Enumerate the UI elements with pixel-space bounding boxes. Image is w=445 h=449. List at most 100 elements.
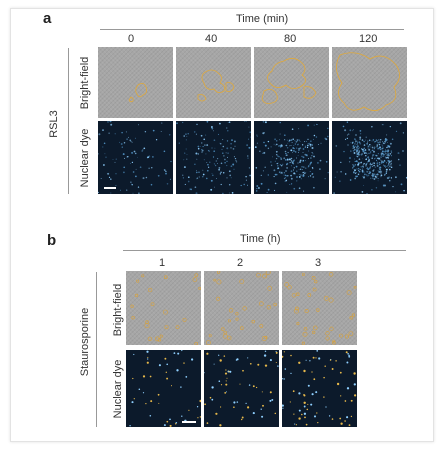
nucleus-dot (234, 145, 236, 147)
nucleus-dot (272, 156, 273, 158)
nucleus-dot (204, 403, 206, 406)
nucleus-dot (349, 157, 351, 159)
nucleus-dot (352, 130, 354, 132)
nucleus-dot (387, 149, 389, 151)
nucleus-dot (209, 161, 211, 163)
nucleus-dot (264, 350, 267, 353)
nucleus-dot (195, 133, 197, 135)
nucleus-dot (137, 186, 140, 188)
nucleus-dot (364, 149, 367, 151)
nucleus-dot (233, 168, 235, 170)
cell-outline (150, 302, 155, 307)
nucleus-dot (229, 174, 232, 177)
nucleus-dot (304, 147, 306, 148)
nucleus-dot (307, 158, 310, 160)
nucleus-dot (375, 187, 378, 189)
nucleus-dot (287, 142, 289, 144)
nucleus-dot (126, 138, 129, 141)
nucleus-dot (377, 178, 379, 180)
nucleus-dot (108, 176, 111, 179)
nucleus-dot (197, 417, 199, 419)
nucleus-dot (226, 377, 228, 379)
nucleus-dot (290, 174, 293, 177)
nucleus-dot (381, 147, 384, 150)
nucleus-dot (358, 147, 360, 149)
panel-a-col-3: 120 (359, 33, 378, 45)
nucleus-dot (344, 420, 346, 422)
cell-outline (264, 336, 268, 339)
nucleus-dot (364, 173, 366, 176)
nucleus-dot (376, 164, 379, 167)
nucleus-dot (294, 173, 296, 175)
nucleus-dot (145, 176, 148, 179)
nucleus-dot (305, 171, 307, 173)
nucleus-dot (305, 154, 308, 157)
cell-outline (314, 279, 318, 284)
nucleus-dot (278, 155, 280, 158)
nucleus-dot (252, 412, 255, 415)
nucleus-dot (367, 174, 370, 177)
nucleus-dot (349, 129, 352, 132)
nucleus-dot (307, 403, 309, 405)
nucleus-dot (297, 152, 299, 153)
nucleus-dot (361, 139, 364, 141)
nucleus-dot (277, 167, 279, 169)
nucleus-dot (293, 145, 295, 146)
nucleus-dot (292, 163, 295, 165)
nucleus-dot (243, 183, 245, 186)
nucleus-dot (195, 171, 198, 174)
nucleus-dot (158, 364, 161, 367)
panel-b-letter: b (47, 232, 57, 249)
nucleus-dot (355, 145, 357, 147)
nucleus-dot (373, 154, 375, 156)
nucleus-dot (305, 423, 308, 426)
nucleus-dot (205, 134, 207, 136)
cell-outline (213, 278, 217, 282)
nucleus-dot (348, 355, 351, 358)
nucleus-dot (358, 154, 361, 156)
cell-outline (162, 309, 168, 315)
nucleus-dot (336, 382, 340, 386)
nucleus-dot (133, 398, 135, 400)
nucleus-dot (246, 144, 248, 146)
nucleus-dot (203, 138, 206, 141)
nucleus-dot (256, 187, 258, 190)
panel-b-time-header: Time (h) (240, 233, 281, 245)
nucleus-dot (324, 365, 326, 367)
nucleus-dot (199, 399, 201, 403)
nucleus-dot (227, 130, 229, 132)
nucleus-dot (213, 150, 216, 153)
nucleus-dot (284, 177, 287, 179)
nucleus-dot (352, 141, 354, 143)
nucleus-dot (381, 160, 383, 163)
nucleus-dot (279, 164, 282, 166)
nucleus-dot (151, 167, 153, 169)
nucleus-dot (371, 163, 373, 165)
cell-outline (240, 326, 244, 330)
nucleus-dot (170, 160, 172, 163)
nucleus-dot (283, 157, 286, 160)
cell-outline (323, 295, 329, 301)
nucleus-dot (233, 156, 235, 158)
nucleus-dot (182, 177, 185, 179)
nucleus-dot (245, 402, 247, 405)
nucleus-dot (242, 369, 244, 372)
nucleus-dot (234, 157, 237, 160)
nucleus-dot (131, 151, 134, 154)
nucleus-dot (307, 176, 310, 178)
nucleus-dot (344, 173, 347, 175)
nucleus-dot (352, 145, 355, 147)
nucleus-dot (218, 380, 221, 382)
panel-a-bf-120min (332, 47, 407, 118)
panel-b-bf-1h (126, 271, 201, 345)
nucleus-dot (226, 140, 229, 142)
nucleus-dot (207, 166, 210, 168)
nucleus-dot (220, 162, 223, 165)
nucleus-dot (290, 354, 292, 357)
nucleus-dot (376, 162, 379, 165)
nucleus-dot (360, 161, 363, 164)
nucleus-dot (131, 401, 134, 404)
nucleus-dot (226, 156, 229, 158)
nucleus-dot (296, 147, 298, 149)
nucleus-dot (333, 192, 335, 194)
